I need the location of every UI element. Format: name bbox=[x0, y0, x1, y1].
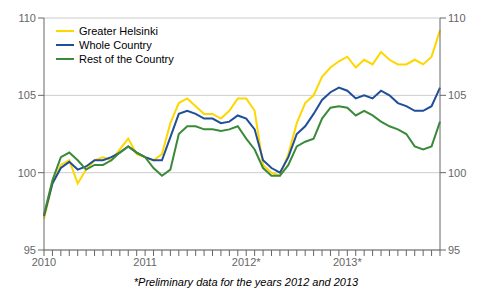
svg-text:105: 105 bbox=[448, 89, 466, 101]
svg-text:2011: 2011 bbox=[133, 256, 157, 268]
svg-text:2012*: 2012* bbox=[232, 256, 261, 268]
svg-text:110: 110 bbox=[448, 12, 466, 24]
html-text:Greater Helsinki: Greater Helsinki bbox=[79, 25, 158, 37]
svg-text:105: 105 bbox=[18, 89, 36, 101]
svg-text:2013*: 2013* bbox=[333, 256, 362, 268]
svg-text:95: 95 bbox=[24, 244, 36, 256]
svg-text:95: 95 bbox=[448, 244, 460, 256]
svg-text:100: 100 bbox=[448, 167, 466, 179]
svg-text:2010: 2010 bbox=[32, 256, 56, 268]
svg-text:110: 110 bbox=[18, 12, 36, 24]
html-text:Whole Country: Whole Country bbox=[79, 39, 152, 51]
svg-text:100: 100 bbox=[18, 167, 36, 179]
html-text:*Preliminary data for the year: *Preliminary data for the years 2012 and… bbox=[133, 276, 359, 288]
html-text:Rest of the Country: Rest of the Country bbox=[79, 53, 174, 65]
